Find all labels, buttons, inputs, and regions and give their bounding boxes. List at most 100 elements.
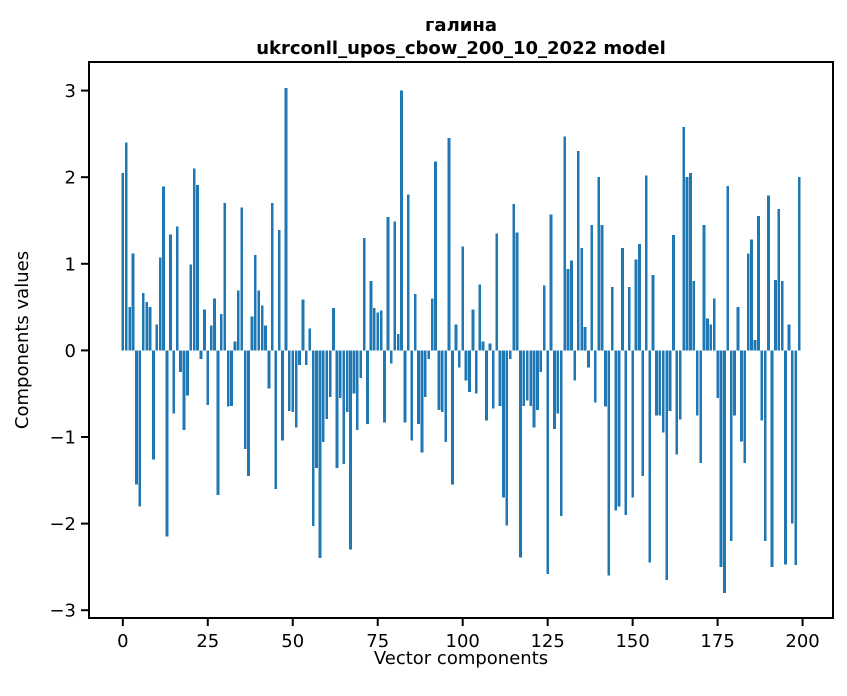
bar xyxy=(723,350,726,593)
bar xyxy=(763,350,767,541)
bar xyxy=(583,327,587,351)
bar xyxy=(655,350,658,416)
bar xyxy=(420,350,424,453)
y-axis-label: Components values xyxy=(12,251,33,429)
bar xyxy=(294,350,298,428)
bar xyxy=(274,350,278,489)
bar xyxy=(226,350,230,407)
bar xyxy=(362,237,366,351)
bar xyxy=(461,246,465,351)
bar xyxy=(400,90,403,351)
bar xyxy=(179,350,182,373)
bar xyxy=(682,126,685,351)
bar xyxy=(237,290,240,351)
bar xyxy=(430,298,434,351)
bar xyxy=(383,350,386,423)
bar xyxy=(192,168,196,351)
bar xyxy=(505,350,509,526)
bar xyxy=(658,350,662,416)
bar xyxy=(148,307,152,351)
bar xyxy=(158,257,162,351)
bar xyxy=(345,350,349,412)
bar xyxy=(699,350,702,463)
y-axis-ticks: −3 −2 −1 0 1 2 3 xyxy=(49,81,88,622)
bar xyxy=(651,275,655,351)
bar xyxy=(750,239,753,351)
bar xyxy=(138,350,142,507)
bar xyxy=(706,318,709,351)
bar xyxy=(668,350,672,412)
bar xyxy=(315,350,318,469)
bar xyxy=(495,233,499,351)
bar xyxy=(417,350,420,424)
bar xyxy=(124,142,128,351)
y-tick-label: −3 xyxy=(49,601,76,622)
bar xyxy=(519,350,522,558)
bar xyxy=(352,350,356,394)
bar xyxy=(780,281,784,351)
bar xyxy=(434,161,437,351)
bar xyxy=(665,350,668,580)
bar xyxy=(621,248,624,351)
bar xyxy=(413,294,417,351)
bar xyxy=(247,350,250,476)
bar xyxy=(209,325,213,351)
bar xyxy=(288,350,291,412)
bar xyxy=(230,350,233,406)
bar xyxy=(298,350,301,366)
bar xyxy=(308,328,312,351)
bar xyxy=(223,203,227,351)
axes-group xyxy=(88,61,834,619)
x-tick-label: 150 xyxy=(615,631,649,652)
chart-title-line1: галина xyxy=(425,15,497,36)
bar xyxy=(648,350,651,563)
bar xyxy=(570,260,573,351)
chart-title-line2: ukrconll_upos_cbow_200_10_2022 model xyxy=(256,38,666,59)
bar xyxy=(702,224,706,351)
bar xyxy=(172,350,176,414)
bar xyxy=(155,324,159,351)
bar xyxy=(539,350,543,373)
y-tick-label: −1 xyxy=(49,427,76,448)
bar xyxy=(182,350,186,431)
bar xyxy=(512,204,516,351)
bar xyxy=(488,343,492,351)
bar xyxy=(784,350,787,565)
bar xyxy=(233,341,237,351)
bar xyxy=(203,309,206,351)
bar xyxy=(403,350,407,423)
bar xyxy=(481,341,485,351)
bar xyxy=(366,350,369,424)
bar xyxy=(169,234,172,351)
bar xyxy=(559,350,563,516)
bar xyxy=(311,350,315,527)
bar xyxy=(753,340,757,351)
bar xyxy=(787,324,791,351)
bar xyxy=(379,310,383,351)
bar xyxy=(165,350,169,537)
bar xyxy=(644,175,648,351)
bar xyxy=(695,350,699,416)
bar xyxy=(675,350,679,455)
bar xyxy=(220,314,223,351)
bar xyxy=(152,350,155,460)
y-tick-label: 1 xyxy=(65,254,76,275)
bar xyxy=(617,350,621,507)
bar xyxy=(128,307,131,351)
bar xyxy=(121,172,125,351)
bar xyxy=(573,350,577,381)
bar xyxy=(614,350,618,511)
plot-border xyxy=(88,61,834,619)
bar xyxy=(260,305,264,351)
x-tick-label: 100 xyxy=(446,631,480,652)
bar xyxy=(291,350,295,412)
x-tick-label: 125 xyxy=(530,631,564,652)
bar xyxy=(600,224,604,351)
bar xyxy=(423,350,427,398)
bar xyxy=(328,350,332,398)
bar xyxy=(627,287,631,351)
y-tick-label: 3 xyxy=(65,81,76,102)
x-tick-label: 75 xyxy=(366,631,389,652)
bar xyxy=(770,350,774,567)
